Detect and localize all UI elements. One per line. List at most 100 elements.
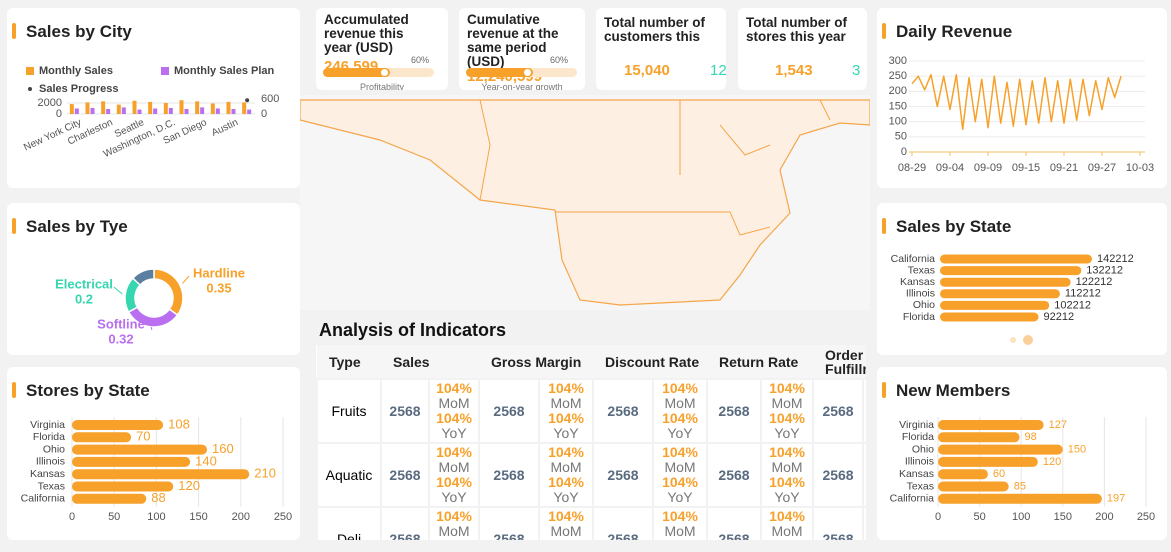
value-label: 92212 <box>1044 311 1075 323</box>
table-title: Analysis of Indicators <box>319 320 507 340</box>
yoy-value: 104% <box>436 474 472 490</box>
yoy-value: 104% <box>654 539 706 541</box>
mom-value: 104% <box>548 508 584 524</box>
category-label: California <box>890 493 935 505</box>
mom-value: 104% <box>769 444 805 460</box>
bar <box>90 107 95 114</box>
progress-track <box>323 68 434 77</box>
bar <box>200 107 205 114</box>
mom-label: MoM <box>664 459 696 475</box>
legend-marker <box>28 87 32 91</box>
kpi-change: 3 <box>852 62 861 79</box>
value-label: 120 <box>1043 456 1061 468</box>
mom-value: 104% <box>662 444 698 460</box>
page-dot[interactable] <box>1010 337 1016 343</box>
column-header: Gross Margin <box>479 345 593 379</box>
value-label: 88 <box>151 490 165 505</box>
bar <box>184 109 189 114</box>
column-header: Type <box>317 345 381 379</box>
category-label: Illinois <box>36 456 65 468</box>
legend-label: Monthly Sales <box>39 65 113 77</box>
yoy-value: 104% <box>762 539 812 541</box>
leader-line <box>150 326 153 331</box>
yoy-label: YoY <box>553 489 579 505</box>
bar <box>72 481 174 492</box>
bar <box>940 312 1039 322</box>
table: Type Sales Gross Margin Discount Rate Return… <box>316 345 866 540</box>
x-tick-label: 09-04 <box>936 162 964 174</box>
x-tick-label: 250 <box>1137 511 1155 523</box>
panel-title: Daily Revenue <box>896 22 1013 41</box>
page-dot[interactable] <box>1023 335 1033 345</box>
y-tick-label: 50 <box>895 131 907 143</box>
value-label: 70 <box>136 429 150 444</box>
y2-tick-label: 600 <box>261 93 279 105</box>
bar <box>215 108 220 114</box>
progress-label: 60% <box>550 55 569 65</box>
slice-value: 0.32 <box>108 331 133 346</box>
slice <box>131 268 155 287</box>
yoy-label: YoY <box>774 425 800 441</box>
panel: 0 50 100 150 200 250 Virginia 108 Florida 70 Ohio 1… <box>7 367 300 540</box>
bar <box>132 100 137 114</box>
category-label: Kansas <box>900 276 935 288</box>
value-label: 197 <box>1107 493 1125 505</box>
x-tick-label: 0 <box>69 511 75 523</box>
category-label: Virginia <box>899 419 934 431</box>
mom-value: 104% <box>548 444 584 460</box>
title-accent <box>882 218 886 234</box>
panel-title: Stores by State <box>26 381 150 400</box>
yoy-value: 104% <box>540 539 592 541</box>
value-label: 112212 <box>1065 288 1101 300</box>
yoy-label: YoY <box>667 489 693 505</box>
bar <box>72 456 191 467</box>
yoy-label: YoY <box>553 425 579 441</box>
value-cell: 2568 <box>592 506 654 540</box>
bar <box>137 109 142 114</box>
bar <box>938 469 988 480</box>
mom-value: 104% <box>662 380 698 396</box>
bar <box>72 469 250 480</box>
value-cell: 2568 <box>380 378 430 444</box>
y-tick-label: 200 <box>889 85 907 97</box>
x-tick-label: 100 <box>147 511 165 523</box>
bar <box>85 102 90 114</box>
bar <box>938 444 1063 455</box>
mom-label: MoM <box>771 523 803 539</box>
value-cell: 2568 <box>812 506 865 540</box>
bar <box>168 107 173 114</box>
value-cell: 2568 <box>478 506 540 540</box>
bar <box>210 103 215 114</box>
bar <box>940 289 1060 299</box>
mom-value: 104% <box>548 380 584 396</box>
chart: 0 50 100 150 200 250 Virginia 108 Florida 70 Ohio 1… <box>21 416 293 523</box>
mom-value: 104% <box>864 381 866 396</box>
bar <box>940 254 1092 264</box>
mom-value: 104% <box>769 508 805 524</box>
legend-marker <box>26 67 34 75</box>
table-container: Type Sales Gross Margin Discount Rate Return… <box>316 345 866 540</box>
bar <box>940 266 1082 276</box>
column-header: Order Fulfillment <box>813 345 866 379</box>
mom-label: MoM <box>438 395 470 411</box>
mom-label: MoM <box>664 395 696 411</box>
kpi-card: Cumulative revenue at the same period (U… <box>459 8 585 90</box>
bar <box>938 420 1044 430</box>
panel: California 142212 Texas 132212 Kansas 122212 I… <box>877 203 1167 355</box>
value-label: 98 <box>1025 431 1037 443</box>
slice-label: Softline <box>97 316 145 331</box>
category-label: California <box>891 253 936 265</box>
title-accent <box>12 382 16 398</box>
category-label: Illinois <box>906 288 935 300</box>
value-cell: 2568 <box>380 506 430 540</box>
category-label: California <box>21 493 66 505</box>
title-accent <box>882 23 886 39</box>
legend-label: Sales Progress <box>39 83 119 95</box>
bar <box>247 109 252 114</box>
bar <box>226 101 231 114</box>
